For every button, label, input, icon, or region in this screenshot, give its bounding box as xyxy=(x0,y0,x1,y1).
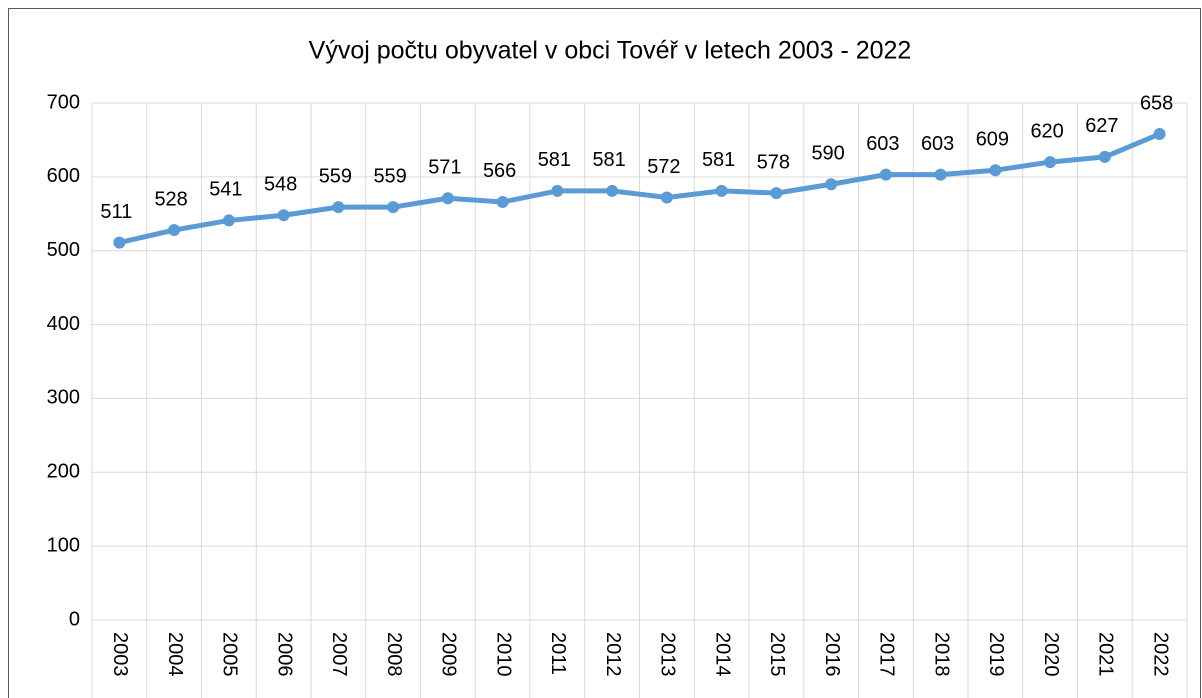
data-point xyxy=(1153,128,1166,141)
data-point xyxy=(551,184,564,197)
chart-border xyxy=(8,8,1201,698)
data-label: 609 xyxy=(976,128,1009,150)
x-tick-label: 2006 xyxy=(273,632,295,677)
x-tick-label: 2009 xyxy=(438,632,460,677)
data-label: 578 xyxy=(757,151,790,173)
data-line xyxy=(116,131,1163,246)
y-tick-label: 500 xyxy=(47,239,80,261)
y-tick-label: 400 xyxy=(47,313,80,335)
data-point xyxy=(441,192,454,205)
data-label: 541 xyxy=(209,179,242,201)
data-label: 590 xyxy=(811,143,844,165)
data-point xyxy=(387,201,400,214)
data-label: 581 xyxy=(538,149,571,171)
chart-title: Vývoj počtu obyvatel v obci Tovéř v lete… xyxy=(309,37,912,65)
data-label: 603 xyxy=(866,133,899,155)
x-tick-label: 2015 xyxy=(766,632,788,677)
data-label: 572 xyxy=(647,156,680,178)
x-tick-label: 2004 xyxy=(164,632,186,677)
x-tick-label: 2017 xyxy=(876,632,898,677)
data-point xyxy=(715,184,728,197)
x-tick-label: 2019 xyxy=(985,632,1007,677)
y-tick-label: 0 xyxy=(69,608,80,630)
data-label: 566 xyxy=(483,160,516,182)
data-point xyxy=(934,168,947,181)
data-point xyxy=(222,214,235,227)
data-label: 559 xyxy=(319,165,352,187)
x-tick-label: 2005 xyxy=(219,632,241,677)
y-tick-label: 600 xyxy=(47,165,80,187)
y-tick-label: 300 xyxy=(47,387,80,409)
data-label: 511 xyxy=(100,201,132,223)
data-label: 658 xyxy=(1140,92,1173,114)
data-label: 627 xyxy=(1085,115,1118,137)
x-tick-label: 2021 xyxy=(1095,632,1117,677)
x-tick-label: 2020 xyxy=(1040,632,1062,677)
data-label: 620 xyxy=(1030,120,1063,142)
data-point xyxy=(1044,156,1057,169)
y-tick-label: 100 xyxy=(47,534,80,556)
data-point xyxy=(1098,150,1111,163)
data-label: 548 xyxy=(264,174,297,196)
data-label: 603 xyxy=(921,133,954,155)
y-tick-label: 200 xyxy=(47,461,80,483)
data-point xyxy=(825,178,838,191)
x-tick-label: 2012 xyxy=(602,632,624,677)
x-tick-label: 2010 xyxy=(492,632,514,677)
x-tick-label: 2014 xyxy=(711,632,733,677)
data-point xyxy=(496,195,509,208)
data-label: 559 xyxy=(373,165,406,187)
data-point xyxy=(879,168,892,181)
x-tick-label: 2008 xyxy=(383,632,405,677)
x-tick-label: 2022 xyxy=(1149,632,1171,677)
data-point xyxy=(770,187,783,200)
x-tick-label: 2016 xyxy=(821,632,843,677)
data-label: 528 xyxy=(154,188,187,210)
data-label: 571 xyxy=(428,157,461,179)
data-label: 581 xyxy=(702,149,735,171)
data-point xyxy=(168,224,181,237)
x-tick-label: 2013 xyxy=(657,632,679,677)
data-point xyxy=(606,184,619,197)
data-point xyxy=(277,209,290,222)
x-tick-label: 2018 xyxy=(930,632,952,677)
data-point xyxy=(989,164,1002,177)
data-point xyxy=(332,201,345,214)
x-tick-label: 2011 xyxy=(547,632,569,675)
x-tick-label: 2003 xyxy=(109,632,131,677)
data-label: 581 xyxy=(592,149,625,171)
y-tick-label: 700 xyxy=(47,91,80,113)
x-tick-label: 2007 xyxy=(328,632,350,677)
data-point xyxy=(113,236,126,249)
data-point xyxy=(660,191,673,204)
